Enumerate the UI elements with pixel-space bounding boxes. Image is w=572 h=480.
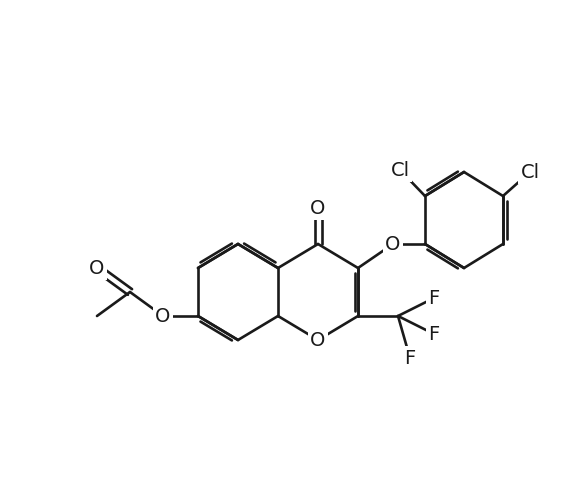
Text: F: F (428, 288, 440, 308)
Text: F: F (404, 348, 416, 368)
Text: O: O (156, 307, 170, 325)
Text: O: O (89, 259, 105, 277)
Text: O: O (311, 199, 325, 217)
Text: Cl: Cl (391, 160, 410, 180)
Text: Cl: Cl (521, 163, 539, 181)
Text: F: F (428, 324, 440, 344)
Text: O: O (311, 331, 325, 349)
Text: O: O (386, 235, 401, 253)
